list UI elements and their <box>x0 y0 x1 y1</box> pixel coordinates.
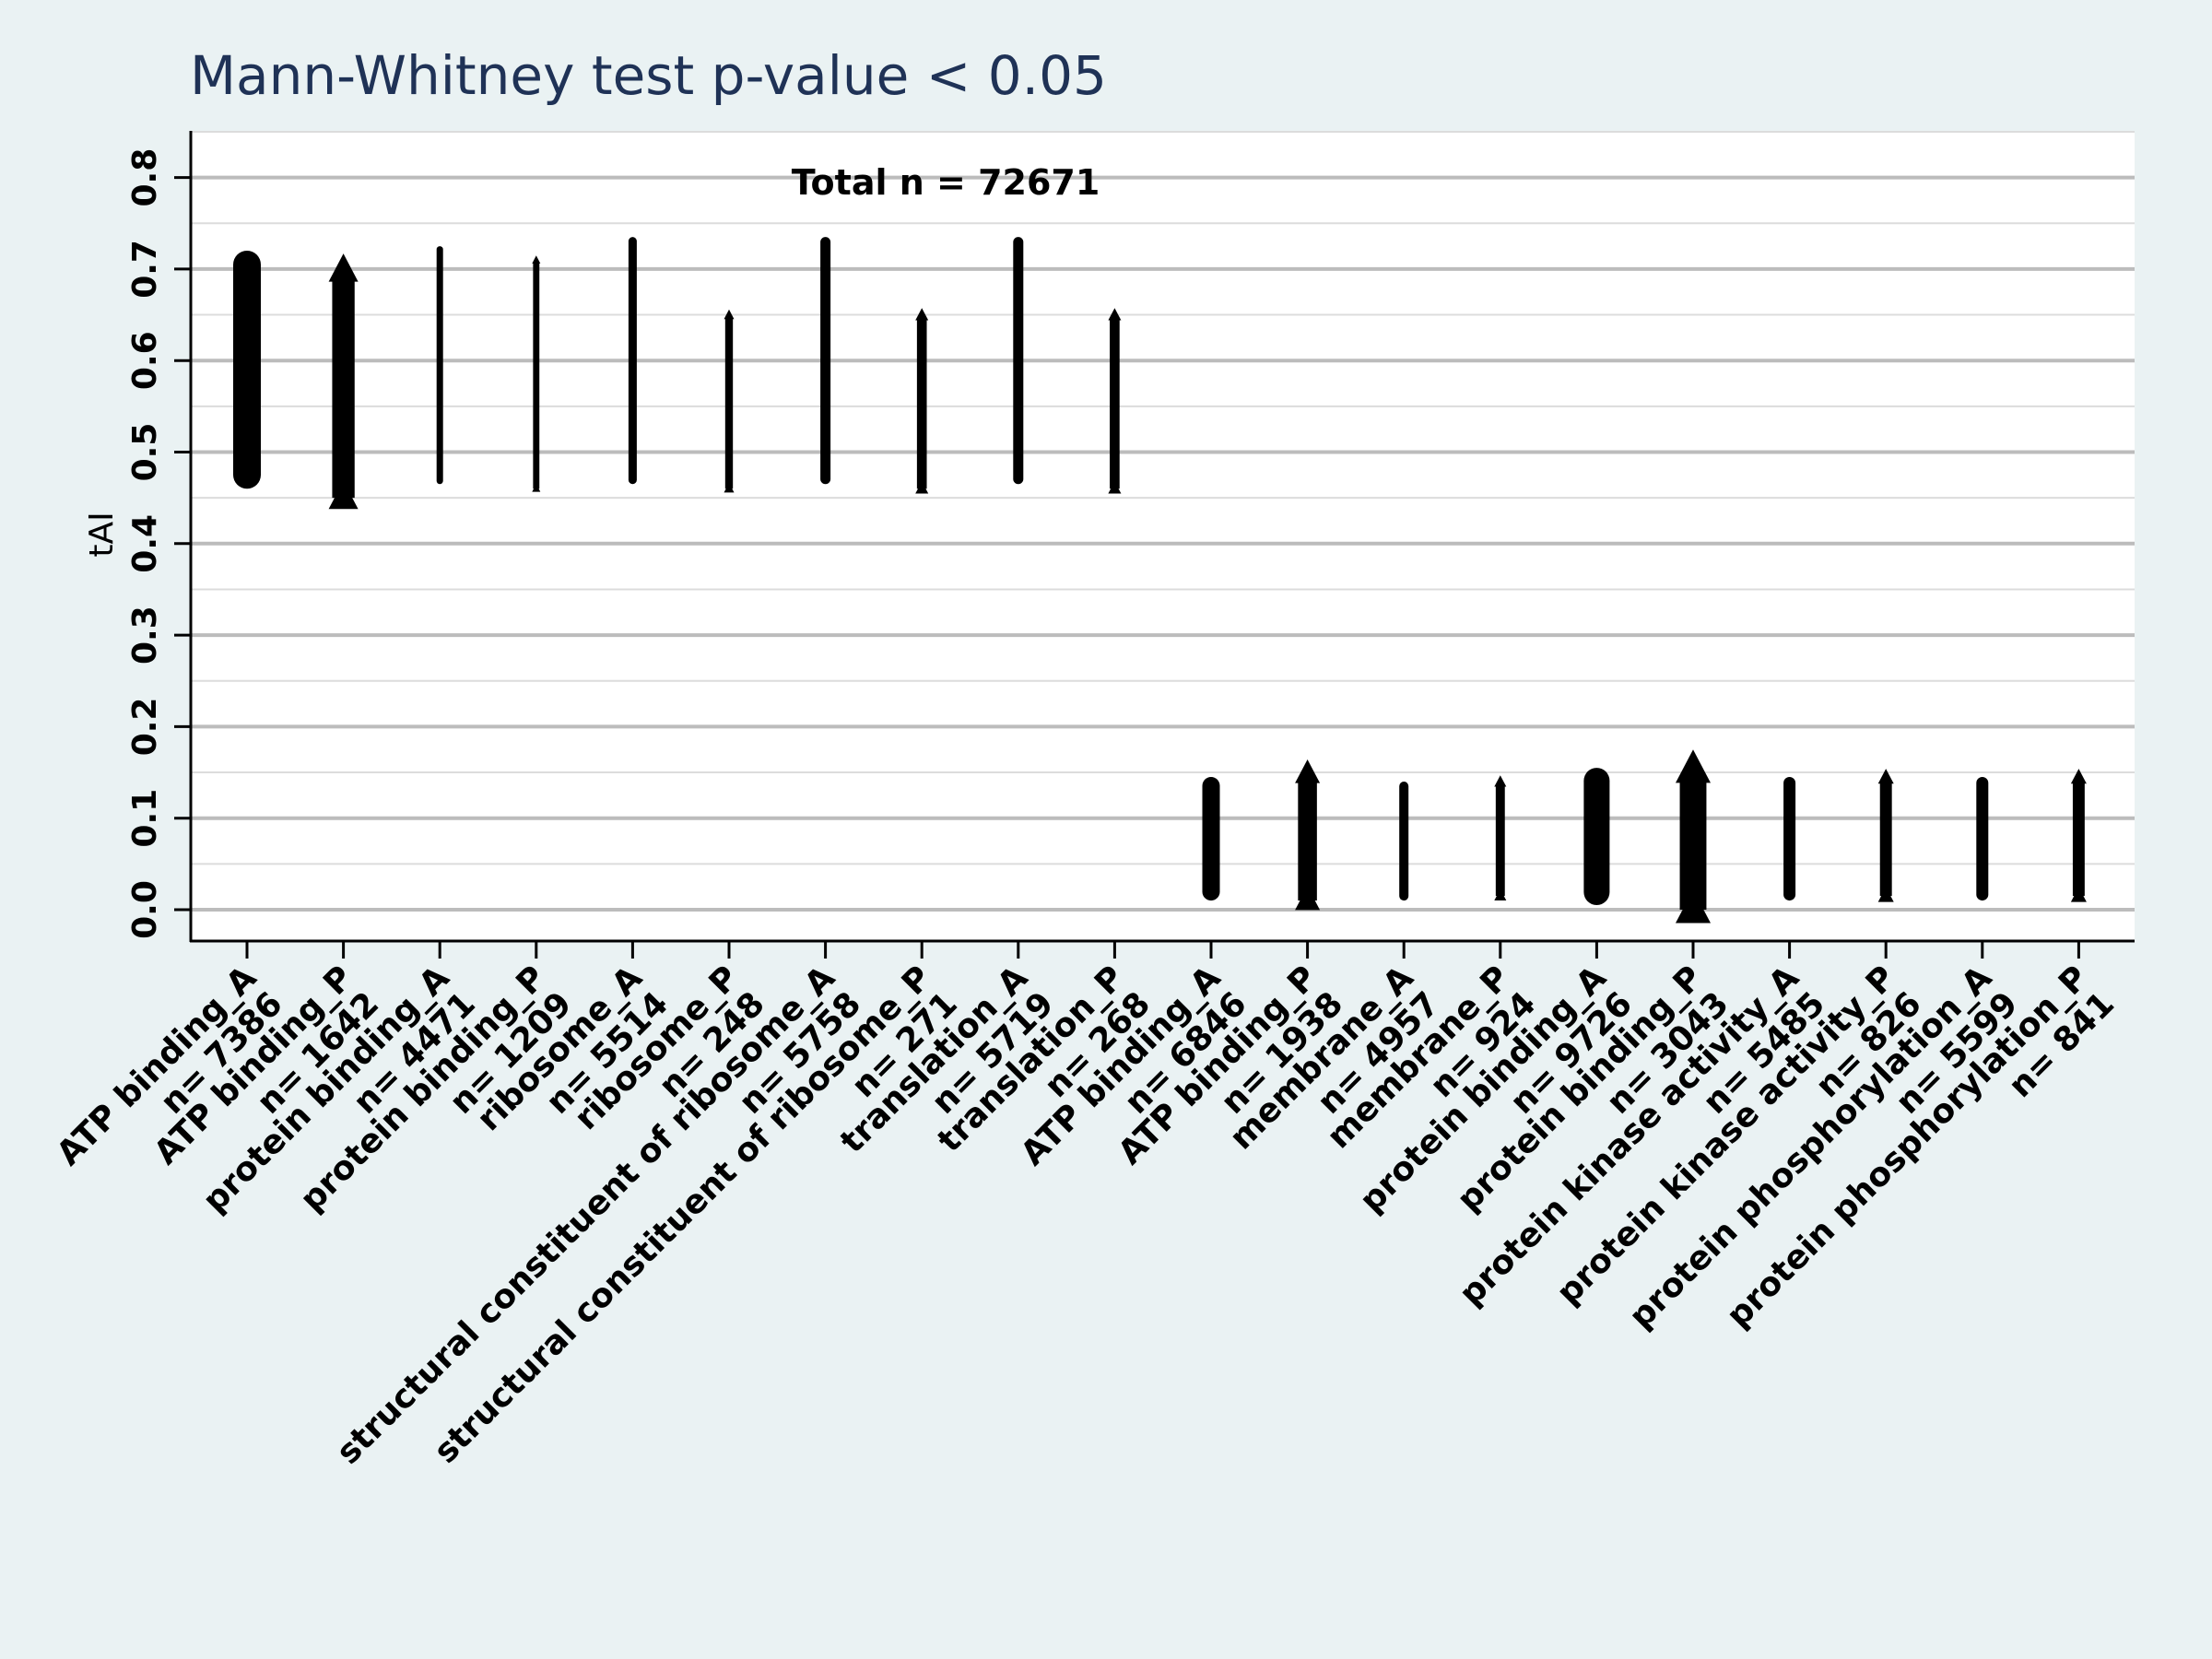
circle-marker-stack <box>1202 777 1220 901</box>
category-markers <box>628 237 637 485</box>
y-axis-ticks: 0.0 0.1 0.2 0.3 0.4 0.5 0.6 0.7 0.8 <box>126 148 191 939</box>
triangle-marker <box>1494 888 1507 901</box>
category-markers <box>1108 308 1122 494</box>
triangle-marker <box>1295 886 1321 911</box>
y-tick-label: 0.5 <box>126 423 164 482</box>
total-n-annotation: Total n = 72671 <box>792 162 1100 203</box>
category-markers <box>2070 769 2087 902</box>
triangle-marker <box>532 484 541 492</box>
triangle-marker <box>1108 308 1122 321</box>
category-markers <box>915 308 929 494</box>
circle-marker-stack <box>820 237 831 485</box>
triangle-marker <box>915 481 929 494</box>
category-markers <box>1877 769 1894 902</box>
circle-marker-stack <box>1013 237 1024 485</box>
circle-marker-stack <box>1399 781 1409 901</box>
triangle-marker-stack <box>1110 318 1120 489</box>
category-markers <box>1583 768 1610 906</box>
triangle-marker <box>1676 889 1711 924</box>
y-axis-label: tAI <box>83 512 121 557</box>
data-marks <box>233 237 2087 924</box>
triangle-marker <box>328 253 359 282</box>
triangle-marker <box>2070 887 2087 902</box>
triangle-marker <box>915 308 929 321</box>
category-markers <box>1013 237 1024 485</box>
triangle-marker <box>532 255 541 264</box>
y-tick-label: 0.2 <box>126 698 164 757</box>
category-markers <box>1295 759 1321 911</box>
circle-marker-stack <box>1783 777 1796 901</box>
triangle-marker <box>2070 769 2087 784</box>
triangle-marker <box>1877 769 1894 784</box>
triangle-marker <box>1494 775 1507 787</box>
triangle-marker <box>1676 749 1711 783</box>
y-tick-label: 0.4 <box>126 514 164 573</box>
category-markers <box>532 255 541 492</box>
triangle-marker <box>1295 759 1321 783</box>
category-markers <box>724 309 735 493</box>
y-tick-label: 0.1 <box>126 789 164 848</box>
circle-marker-stack <box>233 251 261 489</box>
triangle-marker-stack <box>1879 781 1892 897</box>
y-tick-label: 0.8 <box>126 148 164 207</box>
category-markers <box>1676 749 1711 924</box>
triangle-marker-stack <box>916 318 927 489</box>
triangle-marker-stack <box>1298 779 1317 901</box>
plot-area <box>190 133 2135 942</box>
triangle-marker-stack <box>533 262 540 489</box>
circle-marker-stack <box>628 237 637 485</box>
y-tick-label: 0.3 <box>126 606 164 665</box>
category-markers <box>1494 775 1507 901</box>
grid-lines <box>191 130 2135 912</box>
category-markers <box>1399 781 1409 901</box>
y-tick-label: 0.6 <box>126 331 164 390</box>
category-markers <box>1783 777 1796 901</box>
y-tick-label: 0.0 <box>126 880 164 939</box>
category-markers <box>1202 777 1220 901</box>
triangle-marker-stack <box>1495 784 1505 897</box>
triangle-marker <box>1108 481 1122 494</box>
triangle-marker <box>1877 887 1894 902</box>
triangle-marker-stack <box>2072 781 2085 897</box>
triangle-marker-stack <box>724 317 734 489</box>
triangle-marker-stack <box>1679 777 1707 910</box>
circle-marker-stack <box>1583 768 1610 906</box>
category-markers <box>233 251 261 489</box>
category-markers <box>820 237 831 485</box>
triangle-marker-stack <box>332 277 355 499</box>
chart-title: Mann-Whitney test p-value < 0.05 <box>190 44 1107 107</box>
category-markers <box>328 253 359 510</box>
triangle-marker <box>724 482 735 493</box>
category-markers <box>1976 777 1989 901</box>
circle-marker-stack <box>436 246 443 485</box>
circle-marker-stack <box>1976 777 1989 901</box>
category-markers <box>436 246 443 485</box>
triangle-marker <box>328 480 359 510</box>
y-tick-label: 0.7 <box>126 240 164 299</box>
triangle-marker <box>724 309 735 320</box>
